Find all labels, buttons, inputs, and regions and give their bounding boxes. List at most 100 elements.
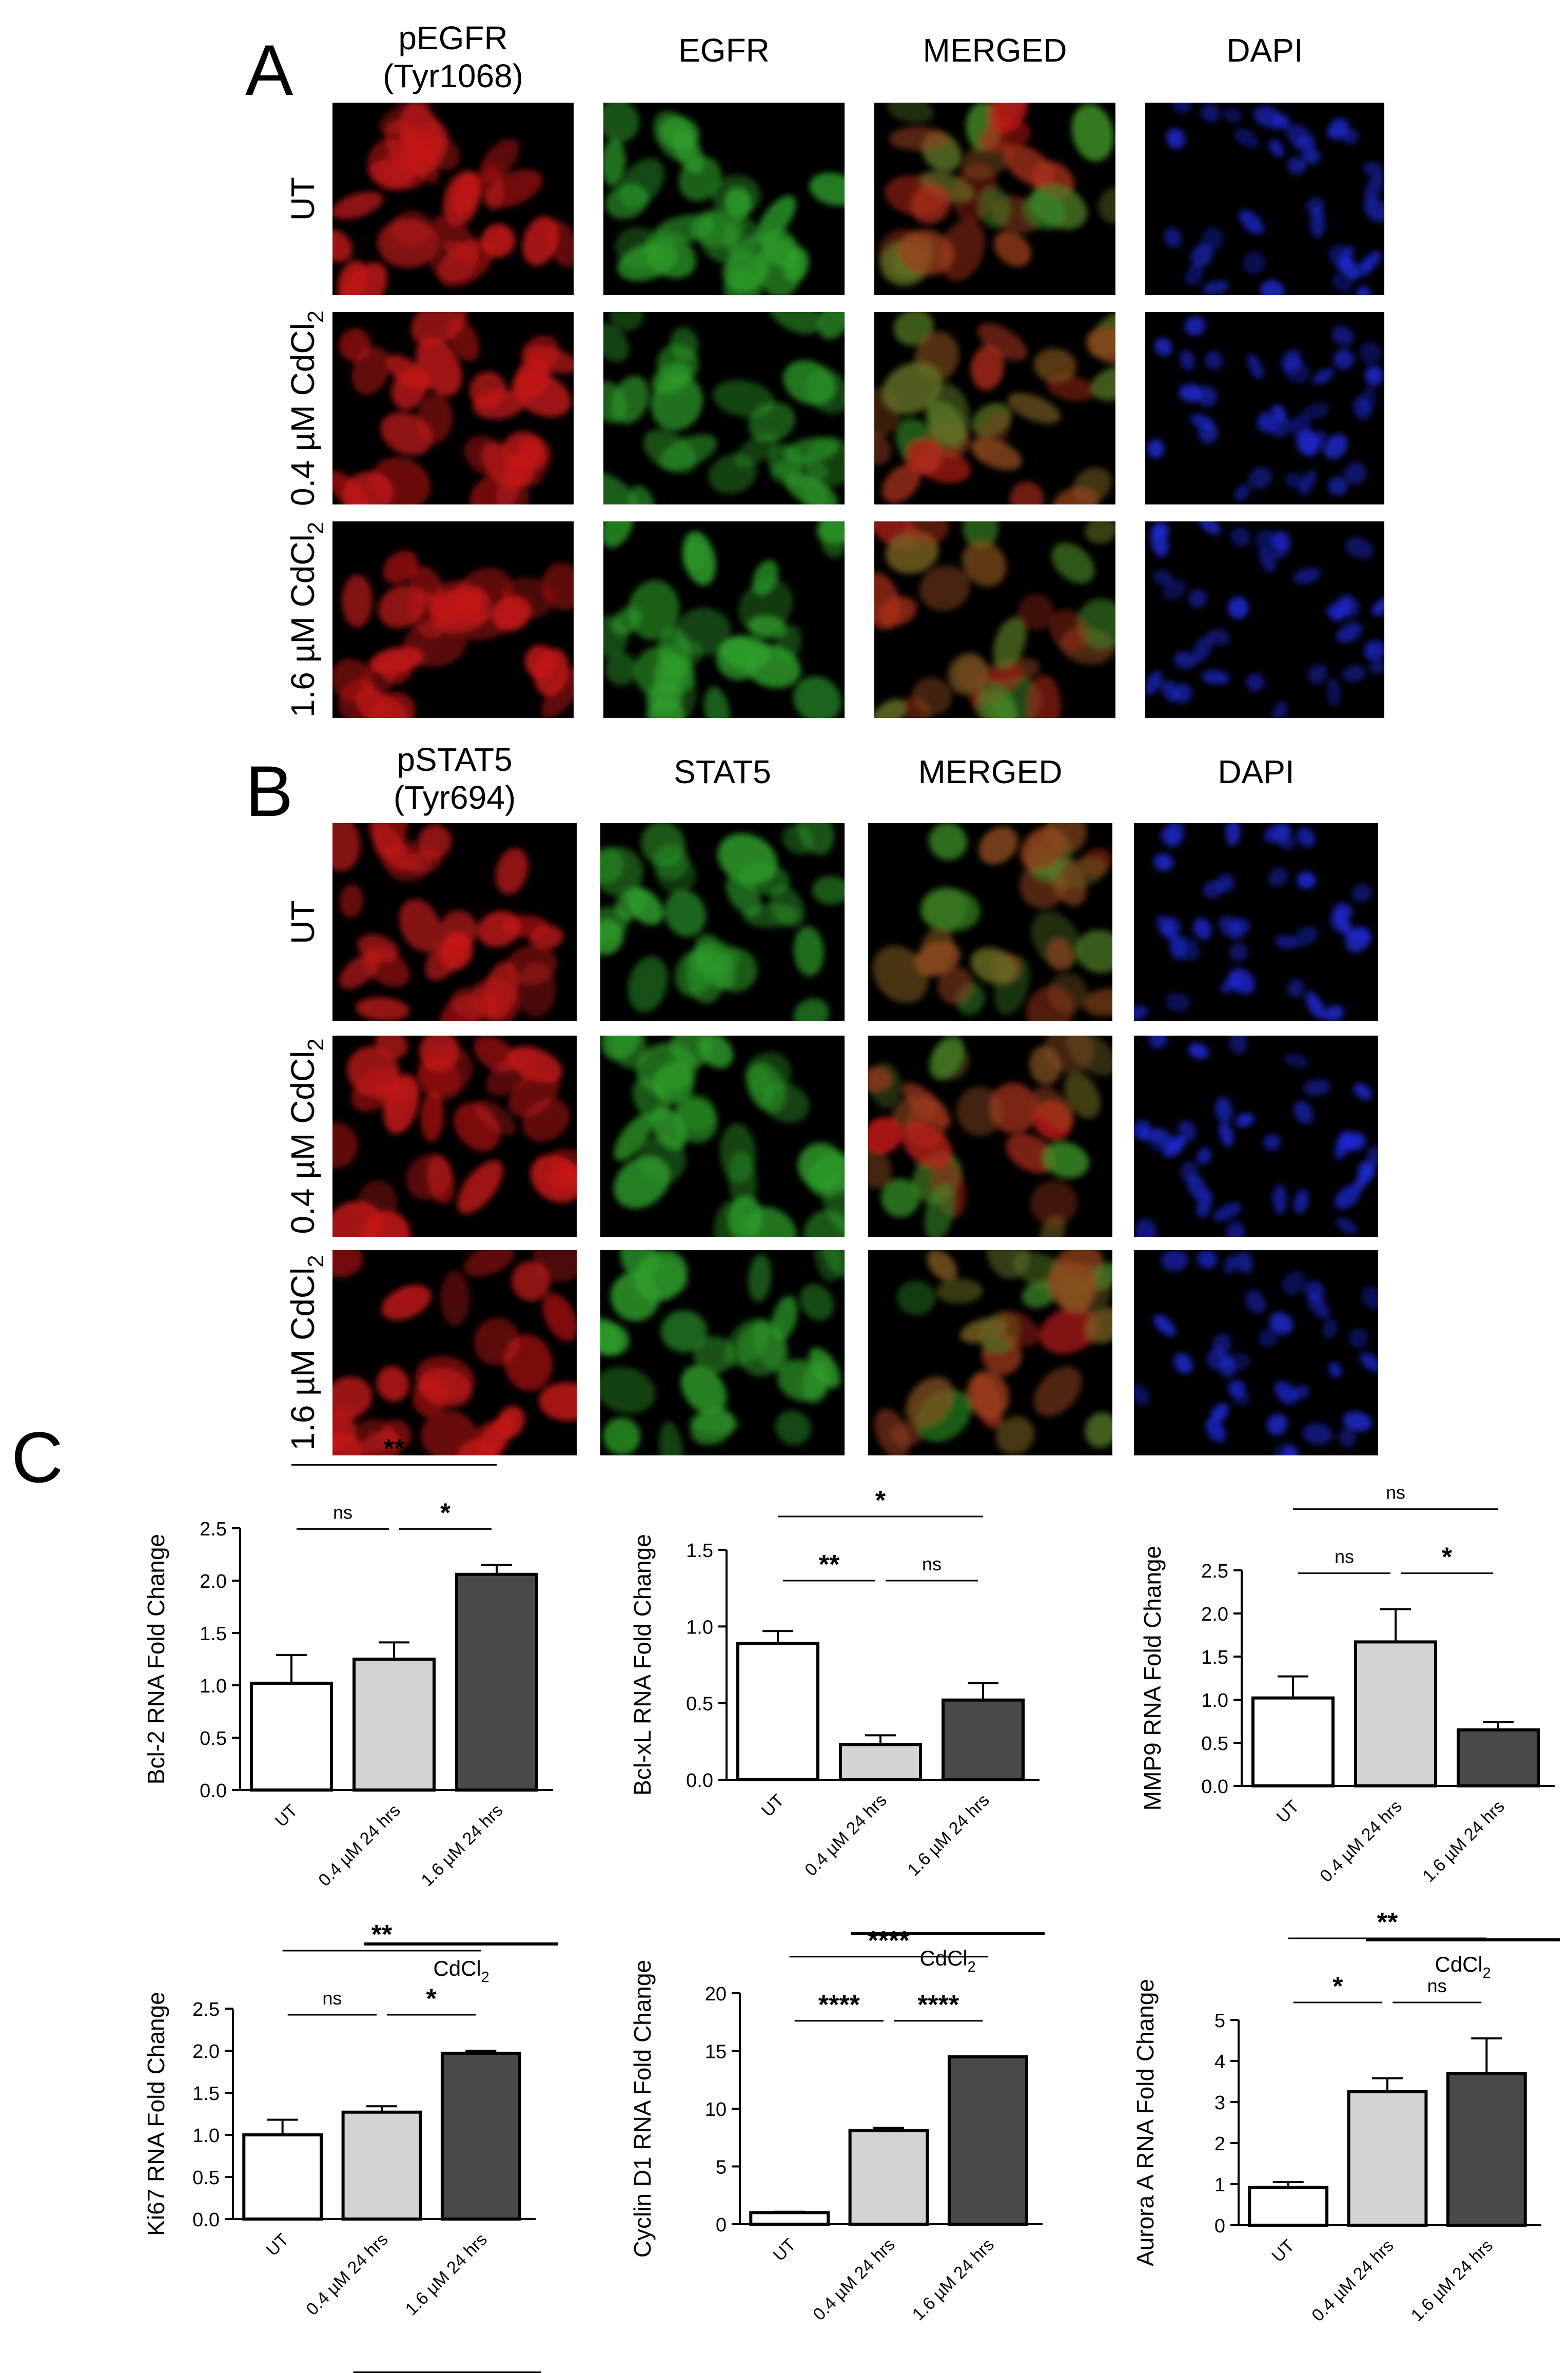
bar — [440, 2051, 521, 2221]
cell — [1031, 911, 1081, 969]
cell — [1052, 857, 1108, 889]
cell — [1026, 675, 1061, 718]
cell — [971, 345, 1004, 391]
cell — [1134, 1120, 1150, 1139]
cell-signal — [600, 1250, 845, 1455]
cell — [1228, 596, 1249, 619]
cell — [1351, 884, 1372, 903]
cell — [1084, 521, 1115, 543]
bar — [736, 1642, 819, 1782]
micrograph-egfr — [603, 312, 845, 504]
micrograph-merged — [868, 1036, 1112, 1237]
cell — [996, 1416, 1034, 1455]
row-label: 0.4 µM CdCl2 — [284, 1038, 328, 1234]
cell-signal — [1145, 521, 1384, 718]
panel-letter-b: B — [245, 751, 293, 831]
bar — [1251, 1696, 1335, 1787]
cell — [516, 436, 551, 470]
cell — [1328, 1361, 1342, 1378]
cell — [503, 1334, 553, 1391]
cell — [332, 1376, 373, 1418]
y-tick-label: 1.5 — [192, 2083, 220, 2105]
cell — [881, 1178, 920, 1217]
micrograph-dapi — [1145, 521, 1384, 718]
cell — [426, 1155, 455, 1204]
x-tick-label: UT — [1273, 1797, 1303, 1827]
cell — [1234, 484, 1250, 501]
cell — [417, 394, 453, 443]
y-tick-label: 5 — [1214, 2010, 1225, 2032]
cell — [1205, 1418, 1226, 1443]
cell — [1226, 1221, 1245, 1237]
cell — [439, 994, 483, 1021]
y-tick-label: 1.0 — [686, 1617, 713, 1638]
cell — [1179, 383, 1204, 402]
cell — [1084, 1307, 1112, 1344]
cell — [361, 1211, 410, 1237]
cell — [473, 390, 525, 420]
y-axis-label: Bcl-2 RNA Fold Change — [143, 1534, 169, 1784]
y-tick-label: 0.5 — [200, 1728, 227, 1749]
cell — [1369, 661, 1384, 674]
bar — [242, 2133, 323, 2221]
cell — [698, 1036, 733, 1068]
cell — [1174, 1353, 1193, 1374]
cell — [1263, 1134, 1281, 1151]
column-label: pEGFR — [398, 20, 507, 56]
cell — [1218, 916, 1243, 940]
cell — [1192, 636, 1212, 663]
cell — [332, 823, 361, 872]
cell — [1328, 476, 1348, 496]
y-tick-label: 10 — [705, 2099, 727, 2121]
cell-signal — [874, 312, 1115, 504]
cell — [797, 823, 834, 855]
cell — [1364, 640, 1384, 661]
cell — [603, 381, 626, 423]
cell — [989, 103, 1028, 133]
bar — [848, 2129, 929, 2226]
cell — [369, 692, 416, 718]
cell — [1156, 915, 1174, 940]
y-tick-label: 0.5 — [1201, 1733, 1228, 1755]
column-sublabel: (Tyr1068) — [383, 57, 523, 94]
cell — [822, 1250, 845, 1278]
cell — [530, 925, 564, 949]
bar — [942, 1698, 1025, 1782]
cell — [1197, 1250, 1217, 1269]
cell — [1354, 1166, 1374, 1191]
y-tick-label: 2.5 — [1201, 1561, 1228, 1582]
y-tick-label: 15 — [705, 2041, 727, 2063]
bar — [250, 1681, 333, 1792]
micrograph-egfr — [600, 823, 845, 1021]
x-tick-label: 1.6 µM 24 hrs — [417, 1801, 506, 1890]
cell — [384, 120, 429, 176]
cell — [1076, 598, 1115, 650]
cell — [1085, 1412, 1112, 1448]
cell — [1086, 327, 1115, 365]
cell — [381, 1285, 432, 1320]
cell — [966, 1371, 1009, 1419]
cell — [1234, 128, 1259, 148]
cell — [868, 1066, 893, 1093]
cell — [1180, 349, 1195, 371]
micrograph-egfr — [600, 1250, 845, 1455]
bar — [341, 2110, 422, 2221]
cell — [1225, 823, 1241, 846]
cell — [798, 1143, 845, 1190]
x-tick-label: 0.4 µM 24 hrs — [1316, 1797, 1405, 1886]
cell — [1302, 1423, 1333, 1445]
y-tick-label: 0.5 — [686, 1694, 713, 1715]
column-label: STAT5 — [674, 753, 771, 790]
cell — [1215, 1097, 1232, 1123]
micrograph-pegfr — [332, 312, 574, 504]
x-tick-label: 1.6 µM 24 hrs — [904, 1791, 993, 1880]
cell — [463, 611, 521, 640]
cell — [937, 967, 974, 1005]
cell — [927, 1250, 957, 1281]
cell — [767, 312, 821, 334]
cell — [822, 1174, 845, 1235]
y-tick-label: 0.0 — [192, 2209, 220, 2231]
cell — [873, 945, 929, 1003]
cell — [1268, 867, 1288, 887]
cell — [1310, 207, 1325, 239]
